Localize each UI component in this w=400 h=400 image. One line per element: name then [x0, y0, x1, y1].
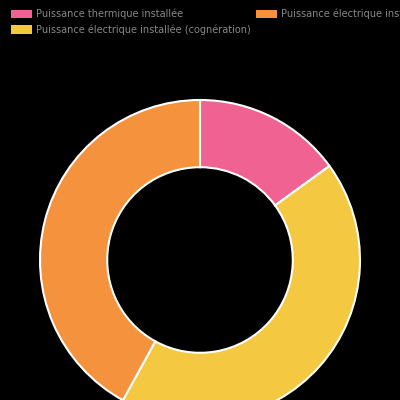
Legend: Puissance thermique installée, Puissance électrique installée (cognération), Pui: Puissance thermique installée, Puissance… [9, 7, 400, 37]
Wedge shape [200, 100, 330, 206]
Wedge shape [123, 166, 360, 400]
Wedge shape [40, 100, 200, 400]
